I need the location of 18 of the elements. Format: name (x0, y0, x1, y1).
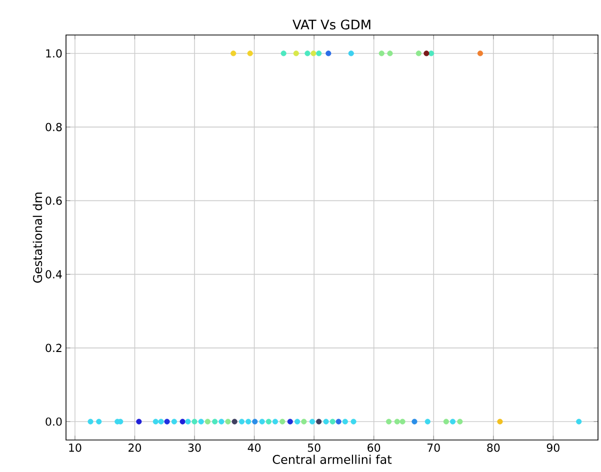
y-tick-label: 1.0 (46, 49, 62, 58)
x-axis-title: Central armellini fat (272, 454, 392, 464)
chart-title: VAT Vs GDM (292, 20, 370, 30)
x-tick-label: 80 (487, 444, 500, 452)
y-tick-label: 0.4 (46, 270, 62, 278)
x-tick-label: 10 (69, 444, 82, 452)
y-tick-label: 0.2 (46, 344, 62, 352)
y-tick-label: 0.6 (46, 196, 62, 205)
x-tick-label: 50 (308, 444, 320, 452)
x-tick-label: 70 (428, 444, 440, 452)
y-axis-title: Gestational dm (32, 192, 42, 283)
x-tick-label: 30 (188, 444, 201, 452)
x-tick-label: 60 (368, 444, 380, 452)
y-tick-label: 0.0 (46, 417, 62, 426)
x-tick-label: 40 (248, 444, 261, 452)
y-tick-label: 0.8 (46, 122, 62, 132)
x-tick-label: 20 (128, 444, 141, 452)
x-tick-label: 90 (546, 444, 560, 452)
